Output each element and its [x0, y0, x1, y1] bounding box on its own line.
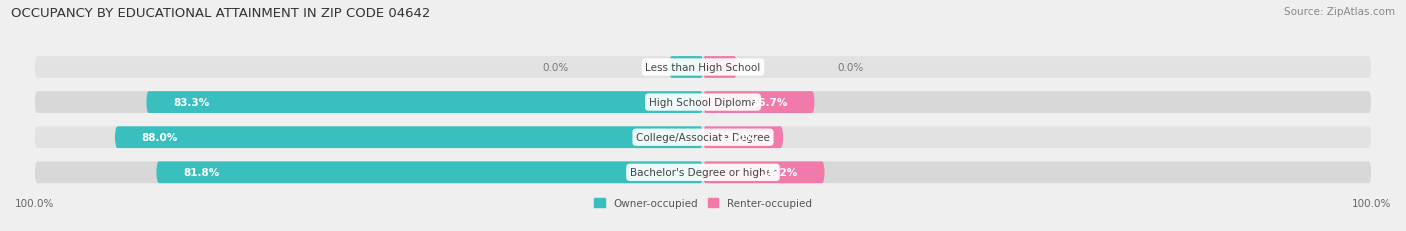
Legend: Owner-occupied, Renter-occupied: Owner-occupied, Renter-occupied: [595, 198, 811, 208]
Text: High School Diploma: High School Diploma: [648, 98, 758, 108]
Text: 12.0%: 12.0%: [720, 133, 756, 143]
Text: 88.0%: 88.0%: [142, 133, 179, 143]
FancyBboxPatch shape: [146, 92, 703, 113]
FancyBboxPatch shape: [703, 127, 783, 149]
FancyBboxPatch shape: [35, 127, 1371, 149]
Text: 0.0%: 0.0%: [543, 63, 569, 73]
Text: 81.8%: 81.8%: [183, 167, 219, 178]
FancyBboxPatch shape: [115, 127, 703, 149]
Text: College/Associate Degree: College/Associate Degree: [636, 133, 770, 143]
FancyBboxPatch shape: [35, 92, 1371, 113]
Text: Source: ZipAtlas.com: Source: ZipAtlas.com: [1284, 7, 1395, 17]
FancyBboxPatch shape: [703, 92, 814, 113]
Text: 83.3%: 83.3%: [173, 98, 209, 108]
FancyBboxPatch shape: [703, 57, 737, 79]
Text: 18.2%: 18.2%: [762, 167, 797, 178]
Text: Bachelor's Degree or higher: Bachelor's Degree or higher: [630, 167, 776, 178]
Text: 0.0%: 0.0%: [837, 63, 863, 73]
FancyBboxPatch shape: [156, 162, 703, 183]
FancyBboxPatch shape: [703, 162, 825, 183]
FancyBboxPatch shape: [35, 162, 1371, 183]
Text: Less than High School: Less than High School: [645, 63, 761, 73]
Text: 16.7%: 16.7%: [751, 98, 787, 108]
Text: OCCUPANCY BY EDUCATIONAL ATTAINMENT IN ZIP CODE 04642: OCCUPANCY BY EDUCATIONAL ATTAINMENT IN Z…: [11, 7, 430, 20]
FancyBboxPatch shape: [35, 57, 1371, 79]
FancyBboxPatch shape: [669, 57, 703, 79]
